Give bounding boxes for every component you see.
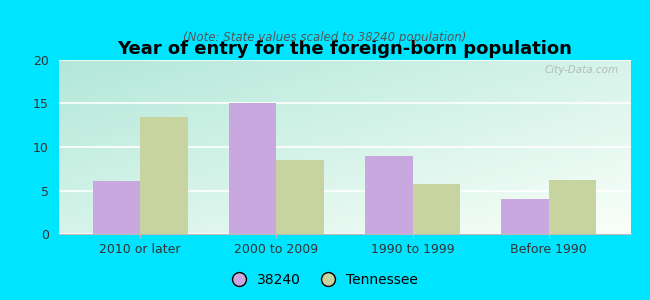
Bar: [140, 116, 188, 234]
Bar: [413, 184, 460, 234]
Legend: 38240, Tennessee: 38240, Tennessee: [226, 268, 424, 293]
Bar: [501, 199, 549, 234]
Title: Year of entry for the foreign-born population: Year of entry for the foreign-born popul…: [117, 40, 572, 58]
Bar: [276, 160, 324, 234]
Text: (Note: State values scaled to 38240 population): (Note: State values scaled to 38240 popu…: [183, 32, 467, 44]
Text: City-Data.com: City-Data.com: [545, 65, 619, 75]
Bar: [365, 156, 413, 234]
Bar: [229, 103, 276, 234]
Bar: [92, 181, 140, 234]
Bar: [549, 180, 597, 234]
